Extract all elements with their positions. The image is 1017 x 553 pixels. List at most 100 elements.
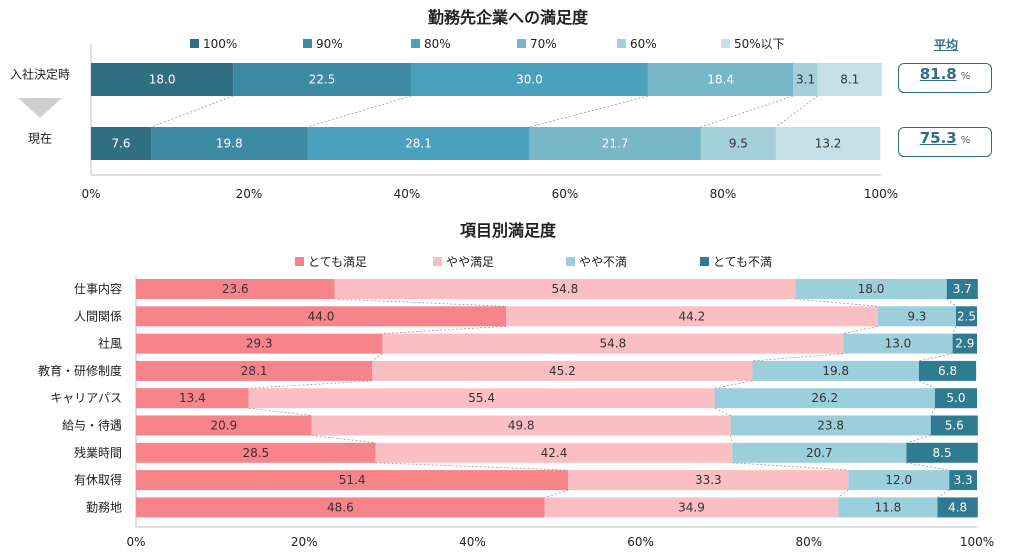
data-label: 18.0: [858, 282, 885, 296]
average-value-current: 75.3: [919, 129, 957, 147]
data-label: 6.8: [938, 364, 957, 378]
legend-label-3: 70%: [530, 37, 557, 51]
legend-label-2: やや不満: [579, 255, 627, 269]
average-box-entry: 81.8%: [898, 63, 992, 93]
data-label: 3.1: [796, 73, 815, 87]
bar-segment: [732, 442, 907, 463]
legend-swatch-0: [190, 39, 199, 48]
data-label: 55.4: [468, 391, 495, 405]
bar-segment: [730, 415, 931, 436]
series-connector: [937, 489, 950, 498]
chart1-title: 勤務先企業への満足度: [428, 8, 589, 27]
bar-segment: [700, 127, 776, 160]
data-label: 4.8: [948, 500, 967, 514]
bar-segment: [934, 388, 977, 409]
legend-label-0: とても満足: [308, 255, 367, 269]
series-connector: [375, 462, 569, 471]
bar-segment: [918, 360, 977, 381]
series-connector: [732, 462, 849, 471]
data-label: 48.6: [327, 500, 354, 514]
data-label: 23.8: [817, 419, 844, 433]
data-label: 28.5: [242, 446, 269, 460]
category-label-3: 教育・研修制度: [38, 363, 122, 378]
average-heading: 平均: [933, 38, 958, 52]
data-label: 28.1: [405, 137, 432, 151]
bar-segment: [955, 306, 977, 327]
legend-label-4: 60%: [630, 37, 657, 51]
x-tick-label: 100%: [960, 535, 994, 549]
bar-segment: [544, 497, 839, 518]
data-label: 5.6: [945, 419, 964, 433]
series-connector: [714, 380, 753, 389]
bar-segment: [506, 306, 878, 327]
series-connector: [930, 408, 936, 416]
category-label-0: 仕事内容: [74, 281, 122, 296]
bar-segment: [647, 63, 794, 96]
legend-label-0: 100%: [203, 37, 237, 51]
data-label: 2.9: [955, 337, 974, 351]
legend-swatch-3: [517, 39, 526, 48]
bar-segment: [838, 497, 938, 518]
category-label-5: 給与・待遇: [62, 419, 122, 433]
bar-segment: [136, 360, 373, 381]
legend-swatch-1: [303, 39, 312, 48]
data-label: 13.4: [179, 391, 206, 405]
arrow-down-icon: [18, 98, 62, 118]
bar-segment: [311, 415, 731, 436]
x-tick-label: 20%: [291, 535, 318, 549]
bar-segment: [906, 442, 978, 463]
series-connector: [952, 326, 957, 334]
bar-segment: [334, 279, 796, 299]
data-label: 9.3: [907, 309, 926, 323]
data-label: 44.0: [308, 309, 335, 323]
bar-segment: [410, 63, 648, 96]
legend-swatch-4: [617, 39, 626, 48]
bar-segment: [714, 388, 935, 409]
average-box-current: 75.3%: [898, 127, 992, 157]
category-label-6: 残業時間: [74, 446, 122, 460]
data-label: 30.0: [516, 73, 543, 87]
data-label: 5.0: [946, 391, 965, 405]
x-tick-label: 0%: [126, 535, 145, 549]
data-label: 49.8: [508, 419, 535, 433]
series-connector: [529, 95, 649, 128]
bar-segment: [136, 470, 569, 491]
legend-swatch-3: [700, 257, 709, 266]
data-label: 29.3: [246, 337, 273, 351]
legend-label-5: 50%以下: [734, 37, 785, 51]
category-label-1: 人間関係: [74, 309, 122, 323]
series-connector: [307, 95, 412, 128]
series-connector: [248, 380, 373, 389]
bar-segment: [248, 388, 715, 409]
bar-segment: [136, 388, 249, 409]
category-label-0: 入社決定時: [10, 67, 70, 82]
series-connector: [544, 489, 569, 498]
bar-segment: [937, 497, 978, 518]
series-connector: [775, 95, 819, 128]
bar-segment: [136, 306, 507, 327]
average-unit: %: [960, 71, 971, 82]
data-label: 18.4: [707, 73, 734, 87]
bar-segment: [817, 63, 882, 96]
series-connector: [714, 407, 731, 416]
category-label-4: キャリアパス: [50, 391, 122, 405]
bar-segment: [382, 333, 844, 354]
bar-segment: [848, 470, 950, 491]
x-tick-label: 40%: [394, 187, 421, 201]
data-label: 45.2: [549, 364, 576, 378]
category-label-2: 社風: [98, 336, 122, 351]
data-label: 42.4: [541, 446, 568, 460]
bar-segment: [136, 497, 545, 518]
data-label: 8.1: [840, 73, 859, 87]
category-label-8: 勤務地: [86, 500, 122, 514]
average-unit: %: [960, 135, 971, 146]
x-tick-label: 80%: [710, 187, 737, 201]
x-tick-label: 20%: [236, 187, 263, 201]
legend-label-2: 80%: [424, 37, 451, 51]
data-label: 2.5: [957, 309, 976, 323]
x-tick-label: 100%: [864, 187, 898, 201]
bar-segment: [952, 333, 977, 354]
category-label-7: 有休取得: [74, 472, 122, 487]
series-connector: [843, 325, 878, 334]
